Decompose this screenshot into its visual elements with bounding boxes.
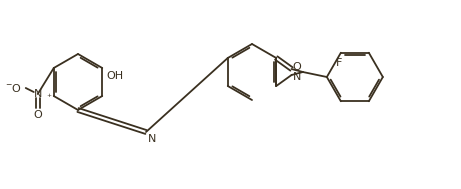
Text: O: O bbox=[33, 110, 42, 120]
Text: N: N bbox=[148, 134, 156, 144]
Text: F: F bbox=[336, 58, 342, 68]
Text: $^{-}$O: $^{-}$O bbox=[5, 82, 22, 94]
Text: O: O bbox=[293, 62, 301, 72]
Text: OH: OH bbox=[106, 71, 124, 81]
Text: N: N bbox=[293, 72, 301, 82]
Text: $^+$: $^+$ bbox=[45, 92, 53, 101]
Text: N: N bbox=[34, 89, 42, 99]
